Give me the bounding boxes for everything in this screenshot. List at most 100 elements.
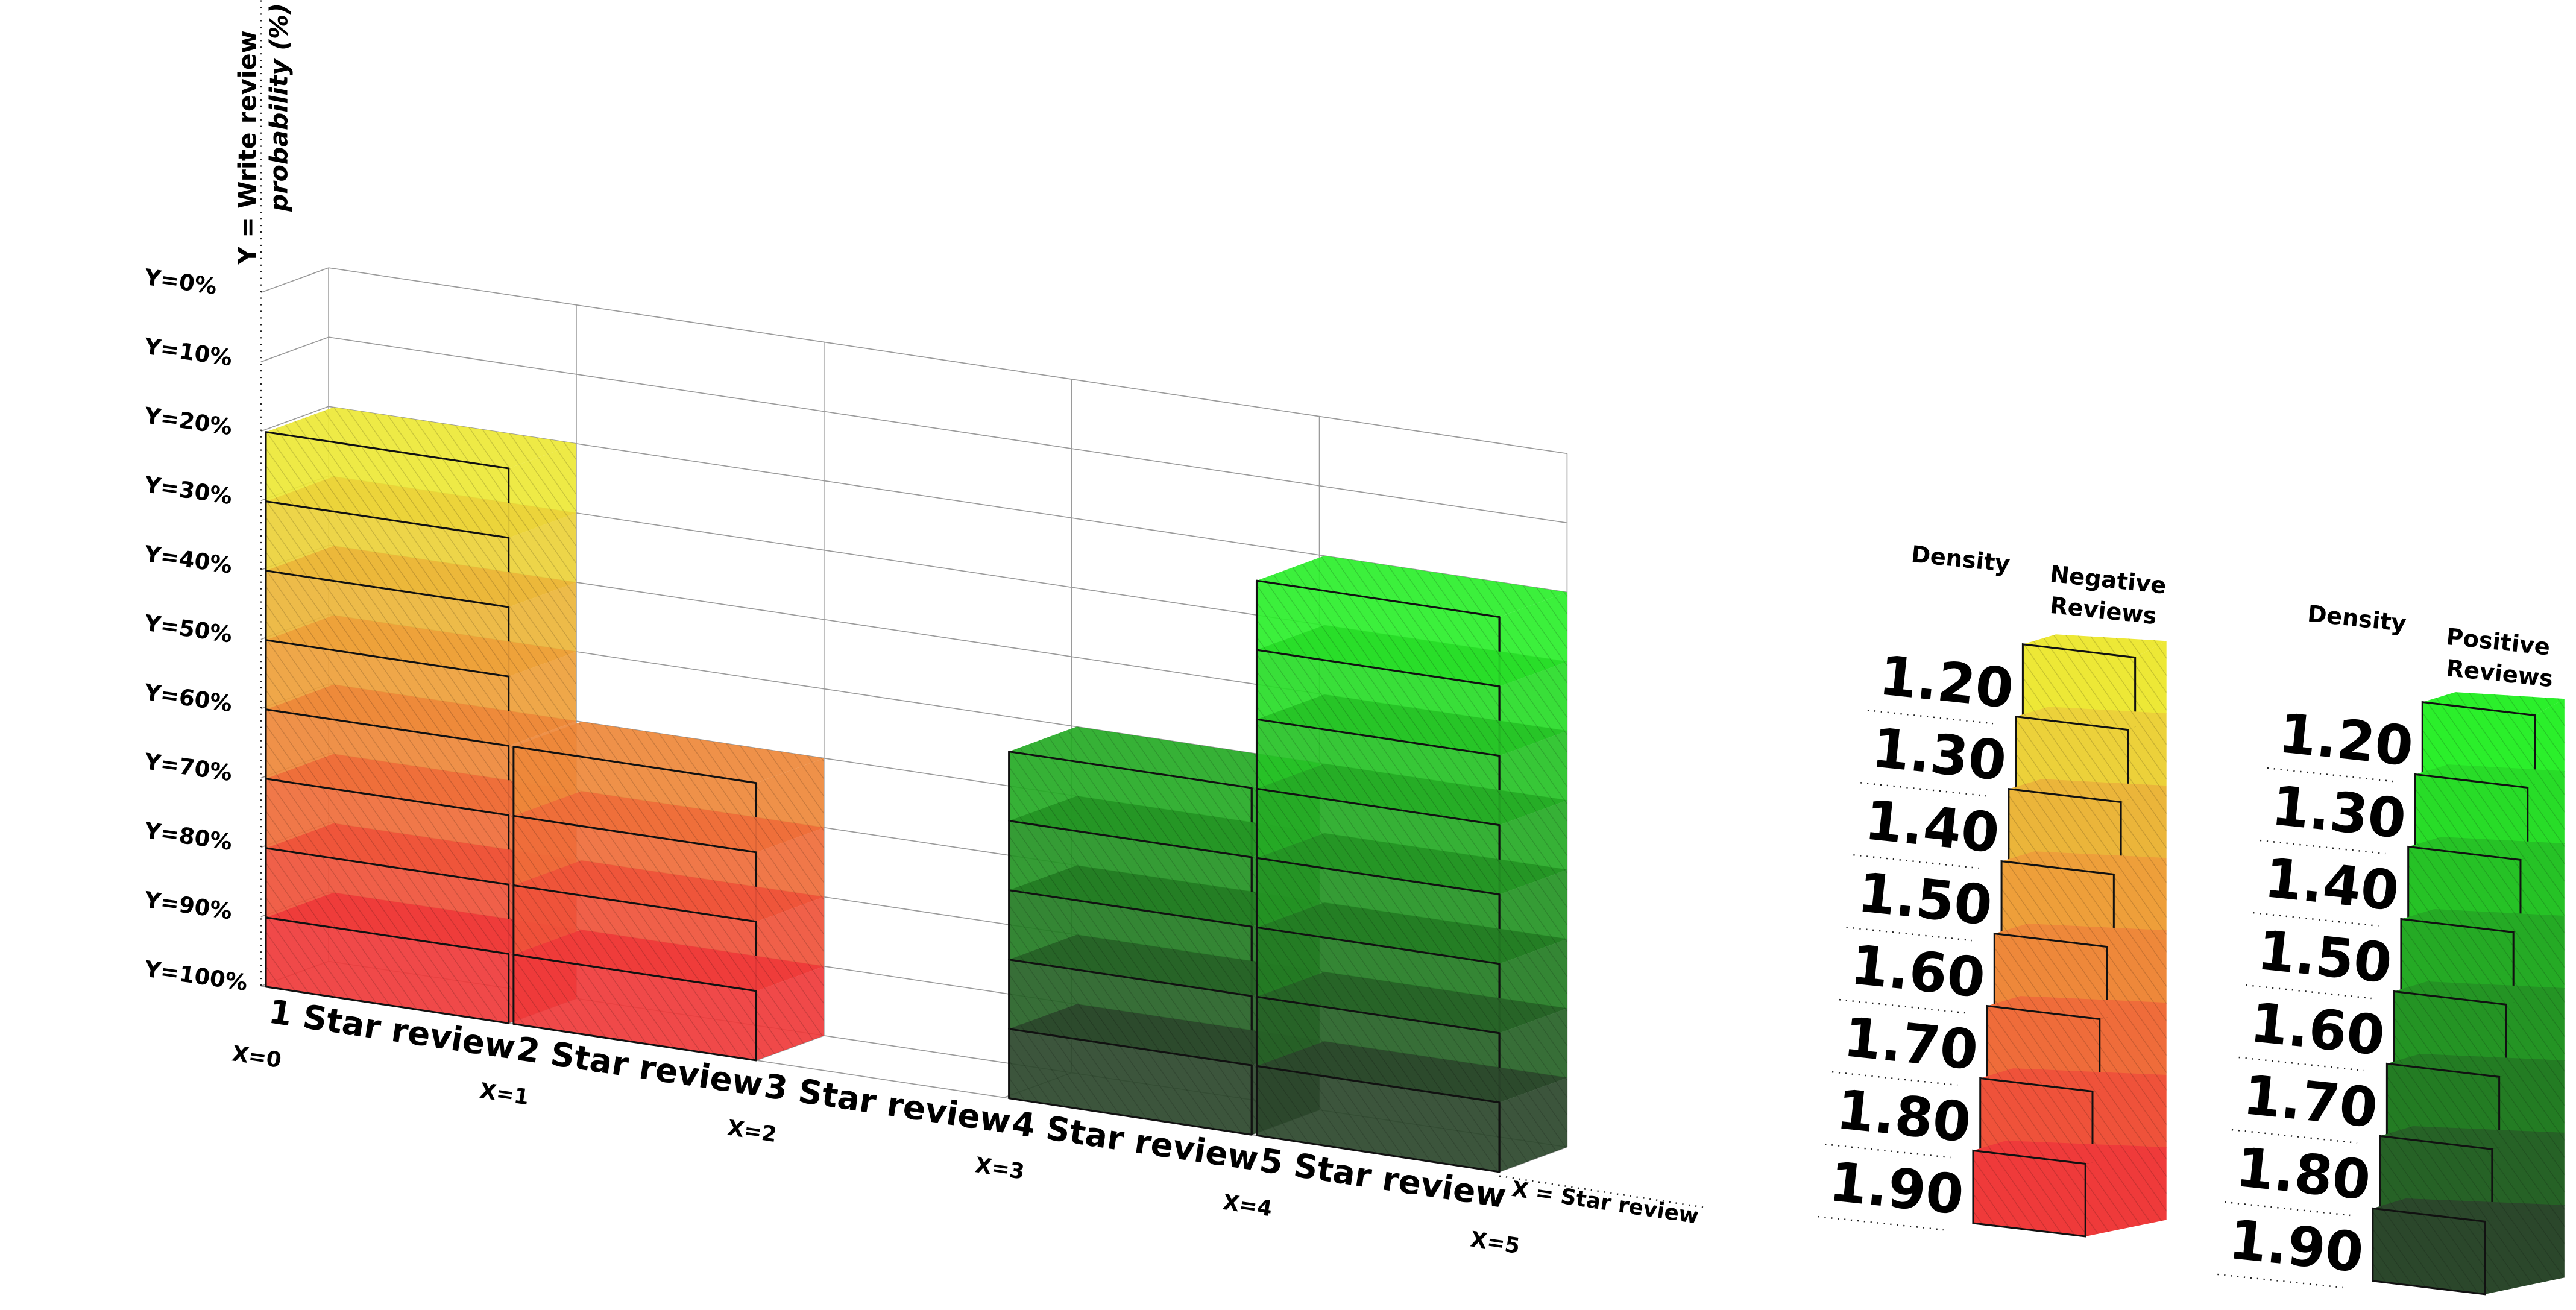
legend-density-header: Density	[2306, 600, 2407, 638]
y-tick-label: Y=90%	[142, 887, 234, 925]
bar-top-face-hatch	[1009, 726, 1320, 788]
legend-dotted-rule	[1825, 1143, 1951, 1159]
legend-swatch-top-hatch	[2415, 764, 2565, 788]
grid-line	[260, 267, 329, 294]
bar-side-face-hatch	[1499, 1077, 1567, 1172]
legend-density-value: 1.80	[2233, 1136, 2373, 1213]
bar-block	[1255, 1041, 1567, 1173]
legend-swatch-side-hatch	[2527, 771, 2565, 860]
legend-swatch-side-hatch	[2106, 930, 2167, 1020]
legend-dotted-rule	[2231, 1129, 2358, 1144]
bar-top-face-hatch	[265, 892, 576, 954]
bar-top-face-hatch	[513, 791, 824, 852]
legend-density-value: 1.60	[1848, 933, 1988, 1010]
bar-5-star	[1255, 556, 1567, 1173]
x-axis-line	[1499, 1175, 1704, 1208]
legend-dotted-rule	[2267, 767, 2393, 783]
bar-top-face-hatch	[1256, 833, 1567, 895]
bars	[265, 407, 1567, 1173]
legend-dotted-rule	[2238, 1056, 2364, 1072]
bar-top-face-hatch	[265, 684, 576, 746]
legend-dotted-rule	[1867, 710, 1994, 725]
legend-positive: DensityPositiveReviews1.201.301.401.501.…	[2217, 600, 2565, 1296]
legend-entry: 1.80	[1825, 1068, 2167, 1165]
legend-density-value: 1.30	[1869, 716, 2009, 793]
legend-swatch-top-hatch	[1973, 1141, 2167, 1164]
legends: DensityNegativeReviews1.201.301.401.501.…	[1818, 541, 2565, 1296]
legend-swatch-top-hatch	[2008, 779, 2167, 802]
legend-title-line2: Reviews	[2445, 655, 2555, 693]
x-tick-label: X=2	[726, 1116, 778, 1148]
bar-top-face-hatch	[265, 476, 576, 538]
bar-top-face-hatch	[1009, 934, 1320, 997]
legend-density-value: 1.20	[2276, 702, 2416, 779]
x-axis-title: X = Star review	[1510, 1177, 1700, 1229]
legend-entry: 1.90	[2217, 1198, 2565, 1296]
bar-top-face-hatch	[1256, 902, 1567, 964]
legend-entry: 1.40	[2253, 837, 2565, 934]
legend-density-value: 1.70	[1841, 1006, 1981, 1083]
x-tick-label: X=5	[1469, 1227, 1521, 1259]
x-tick-label: X=4	[1221, 1190, 1274, 1222]
legend-swatch-top-hatch	[2387, 1053, 2565, 1077]
y-tick-label: Y=20%	[142, 402, 234, 440]
y-tick-label: Y=40%	[142, 541, 234, 579]
legend-dotted-rule	[2224, 1201, 2351, 1217]
legend-density-value: 1.60	[2247, 991, 2388, 1068]
y-tick-label: Y=100%	[142, 956, 249, 996]
legend-dotted-rule	[1846, 926, 1972, 942]
grid-line	[260, 336, 329, 363]
bar-top-face-hatch	[1256, 1041, 1567, 1103]
legend-swatch-top-hatch	[1987, 996, 2167, 1019]
legend-density-value: 1.80	[1833, 1078, 1974, 1155]
legend-dotted-rule	[1839, 998, 1965, 1014]
legend-density-value: 1.50	[1855, 861, 1995, 938]
legend-density-value: 1.20	[1876, 644, 2017, 721]
bar-top-face-hatch	[1009, 796, 1320, 858]
legend-density-value: 1.70	[2240, 1063, 2381, 1141]
legend-entry: 1.90	[1818, 1141, 2167, 1238]
legend-swatch-front-hatch	[1972, 1149, 2086, 1238]
bar-top-face-hatch	[1256, 556, 1567, 617]
bar-2-star	[512, 722, 824, 1062]
legend-swatch-top-hatch	[1980, 1068, 2167, 1092]
legend-density-value: 1.40	[2261, 846, 2402, 924]
bar-top-face-hatch	[1009, 1004, 1320, 1066]
legend-swatch-side-hatch	[2485, 1205, 2565, 1294]
legend-swatch-side-hatch	[2099, 1003, 2167, 1092]
bar-top-face-hatch	[1256, 694, 1567, 756]
bar-top-face-hatch	[265, 615, 576, 677]
grid-line	[260, 406, 329, 432]
legend-density-value: 1.90	[1827, 1150, 1967, 1227]
legend-swatch-side-hatch	[2513, 916, 2565, 1005]
legend-dotted-rule	[2217, 1273, 2343, 1289]
bar-top-face-hatch	[1256, 625, 1567, 687]
legend-dotted-rule	[1831, 1071, 1958, 1086]
category-label: 3 Star review	[762, 1066, 1013, 1141]
x-tick-label: X=1	[478, 1079, 531, 1110]
legend-dotted-rule	[1818, 1215, 1944, 1231]
legend-swatch-top-hatch	[2372, 1198, 2565, 1222]
legend-swatch-side-hatch	[2085, 1147, 2167, 1236]
legend-swatch-top-hatch	[2401, 909, 2565, 933]
bar-top-face-hatch	[265, 407, 576, 468]
bar-top-face-hatch	[1256, 764, 1567, 825]
bar-side-face-hatch	[756, 966, 824, 1060]
legend-swatch-side-hatch	[2520, 843, 2565, 933]
legend-swatch-top-hatch	[1994, 924, 2167, 947]
legend-dotted-rule	[2260, 839, 2386, 855]
grid-line	[328, 336, 1567, 524]
y-tick-label: Y=30%	[142, 471, 234, 509]
y-tick-label: Y=50%	[142, 610, 234, 648]
y-tick-label: Y=70%	[142, 748, 234, 786]
legend-swatch-top-hatch	[2394, 981, 2565, 1005]
legend-swatch-side-hatch	[2492, 1132, 2565, 1222]
legend-swatch-side-hatch	[2092, 1075, 2167, 1164]
y-tick-label: Y=10%	[142, 333, 234, 371]
legend-entry: 1.50	[1846, 851, 2167, 948]
legend-density-header: Density	[1910, 541, 2011, 578]
y-tick-label: Y=0%	[142, 264, 218, 300]
legend-swatch-front-hatch	[2372, 1207, 2486, 1296]
y-tick-label: Y=60%	[142, 679, 234, 717]
